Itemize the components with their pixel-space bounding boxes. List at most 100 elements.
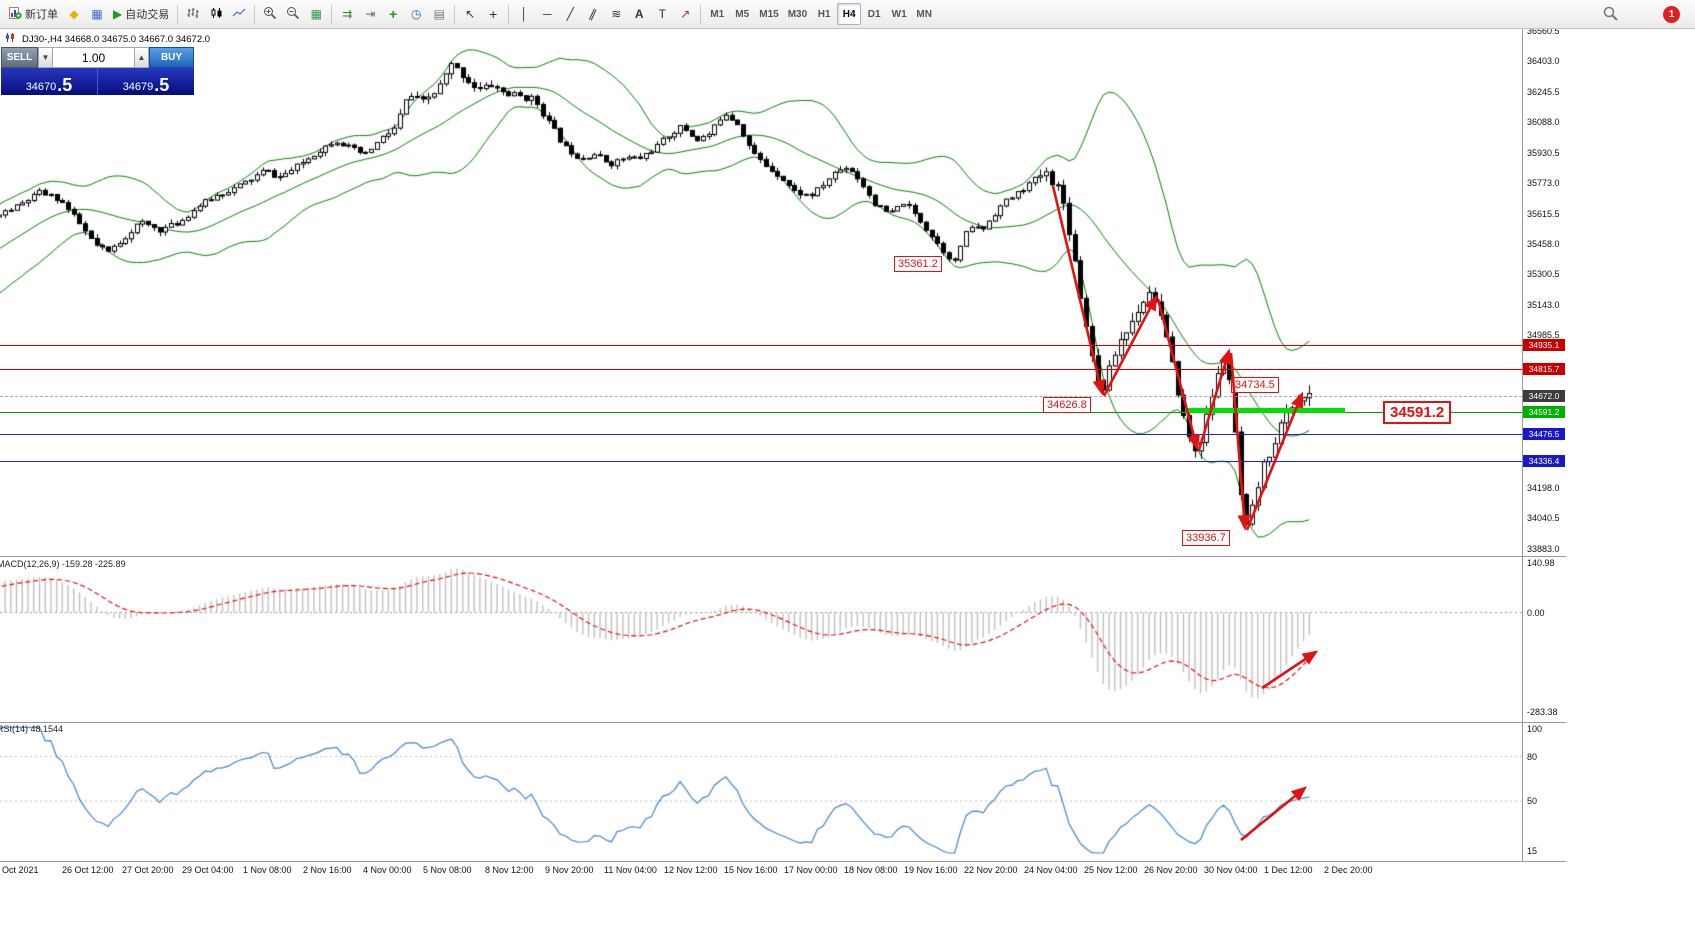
ask-main: 34679 <box>122 81 154 93</box>
volume-input[interactable]: 1.00 <box>53 47 134 68</box>
timeframe-w1[interactable]: W1 <box>887 3 911 25</box>
price-annotation[interactable]: 33936.7 <box>1182 530 1230 546</box>
text-icon: A <box>634 7 644 21</box>
line-chart-icon <box>232 7 246 21</box>
periods-clock-icon: ◷ <box>410 7 422 21</box>
crosshair-button[interactable]: + <box>482 3 504 25</box>
chart-shift-button[interactable]: ⇥ <box>359 3 381 25</box>
timeframe-h4[interactable]: H4 <box>837 3 862 25</box>
sell-button[interactable]: SELL <box>1 47 38 68</box>
horizontal-line[interactable] <box>0 396 1522 397</box>
price-annotation[interactable]: 34734.5 <box>1231 377 1279 393</box>
timeframe-m5[interactable]: M5 <box>730 3 754 25</box>
candle-chart-button[interactable] <box>205 3 227 25</box>
price-tag: 34672.0 <box>1523 390 1565 402</box>
time-axis-label: 24 Nov 04:00 <box>1024 865 1078 875</box>
crosshair-icon: + <box>489 6 498 22</box>
label-button[interactable]: T <box>651 3 673 25</box>
periods-button[interactable]: ◷ <box>405 3 427 25</box>
search-button[interactable] <box>1599 3 1622 25</box>
fibonacci-icon: ≋ <box>611 7 622 21</box>
zoom-in-button[interactable] <box>259 3 281 25</box>
auto-scroll-icon: ⇉ <box>342 7 353 21</box>
indicators-button[interactable]: + <box>382 3 404 25</box>
macd-scale-label: 140.98 <box>1527 558 1555 568</box>
new-order-label: 新订单 <box>25 9 58 21</box>
timeframe-h1[interactable]: H1 <box>812 3 836 25</box>
zoom-out-button[interactable] <box>282 3 304 25</box>
toolbar-separator <box>331 4 333 24</box>
price-axis-label: 35930.5 <box>1527 148 1560 158</box>
horizontal-line[interactable] <box>0 345 1522 346</box>
new-order-icon <box>9 7 22 21</box>
bid-price[interactable]: 34670.5 <box>1 68 97 95</box>
price-tag: 34476.5 <box>1523 428 1565 440</box>
auto-scroll-button[interactable]: ⇉ <box>336 3 358 25</box>
market-watch-button[interactable]: ▦ <box>86 3 108 25</box>
rsi-panel-separator[interactable] <box>0 722 1566 723</box>
timeframe-mn[interactable]: MN <box>912 3 936 25</box>
horizontal-line[interactable] <box>0 412 1522 413</box>
line-chart-button[interactable] <box>228 3 250 25</box>
market-watch-icon: ▦ <box>91 7 103 21</box>
label-icon: T <box>658 7 666 21</box>
support-line-segment[interactable] <box>1185 408 1345 413</box>
notification-count: 1 <box>1668 8 1675 20</box>
price-axis-label: 35773.0 <box>1527 178 1560 188</box>
toolbar-separator <box>700 4 702 24</box>
fibonacci-button[interactable]: ≋ <box>605 3 627 25</box>
volume-decrease-button[interactable]: ▼ <box>38 47 53 68</box>
price-axis-label: 36403.0 <box>1527 56 1560 66</box>
ask-price[interactable]: 34679.5 <box>98 68 194 95</box>
time-axis-label: 2 Nov 16:00 <box>303 865 352 875</box>
timeframe-m15[interactable]: M15 <box>755 3 782 25</box>
tile-windows-button[interactable]: ▦ <box>305 3 327 25</box>
time-axis-label: 26 Nov 20:00 <box>1144 865 1198 875</box>
price-axis-label: 35458.0 <box>1527 239 1560 249</box>
volume-increase-button[interactable]: ▲ <box>134 47 149 68</box>
price-annotation[interactable]: 34626.8 <box>1043 397 1091 413</box>
trendline-button[interactable]: ╱ <box>559 3 581 25</box>
new-order-button[interactable]: 新订单 <box>5 3 62 25</box>
cursor-button[interactable]: ↖ <box>459 3 481 25</box>
horizontal-line[interactable] <box>0 434 1522 435</box>
timeframe-m30[interactable]: M30 <box>784 3 811 25</box>
horizontal-line[interactable] <box>0 461 1522 462</box>
time-axis-label: 27 Oct 20:00 <box>122 865 174 875</box>
zoom-in-icon <box>263 6 277 22</box>
autotrading-button[interactable]: ▶ 自动交易 <box>109 3 173 25</box>
horizontal-line-button[interactable]: ─ <box>536 3 558 25</box>
notification-badge[interactable]: 1 <box>1663 5 1680 23</box>
templates-button[interactable]: ▤ <box>428 3 450 25</box>
price-axis-label: 35615.5 <box>1527 209 1560 219</box>
bar-chart-button[interactable] <box>182 3 204 25</box>
macd-panel-separator[interactable] <box>0 556 1566 557</box>
rsi-scale-label: 15 <box>1527 846 1538 856</box>
text-button[interactable]: A <box>628 3 650 25</box>
zoom-out-icon <box>286 6 300 22</box>
time-axis-label: 2 Dec 20:00 <box>1324 865 1373 875</box>
metaeditor-icon: ◆ <box>69 7 79 21</box>
price-annotation[interactable]: 34591.2 <box>1383 401 1452 424</box>
cursor-icon: ↖ <box>465 7 476 21</box>
time-axis-label: 15 Nov 16:00 <box>724 865 778 875</box>
metaeditor-button[interactable]: ◆ <box>63 3 85 25</box>
timeframe-d1[interactable]: D1 <box>862 3 886 25</box>
arrows-tool-button[interactable]: ↗ <box>674 3 696 25</box>
horizontal-line[interactable] <box>0 369 1522 370</box>
price-axis-separator <box>1522 29 1523 861</box>
price-axis-label: 36560.5 <box>1527 26 1560 36</box>
bid-main: 34670 <box>25 81 57 93</box>
buy-button[interactable]: BUY <box>149 47 194 68</box>
price-annotation[interactable]: 35361.2 <box>894 256 942 272</box>
vertical-line-icon: │ <box>520 7 528 21</box>
templates-icon: ▤ <box>433 7 445 21</box>
channel-button[interactable]: ∥ <box>582 3 604 25</box>
price-axis-label: 35143.0 <box>1527 300 1560 310</box>
spin-down-icon: ▼ <box>41 53 50 62</box>
price-tag: 34935.1 <box>1523 339 1565 351</box>
time-axis-label: 22 Nov 20:00 <box>964 865 1018 875</box>
timeframe-m1[interactable]: M1 <box>705 3 729 25</box>
vertical-line-button[interactable]: │ <box>513 3 535 25</box>
